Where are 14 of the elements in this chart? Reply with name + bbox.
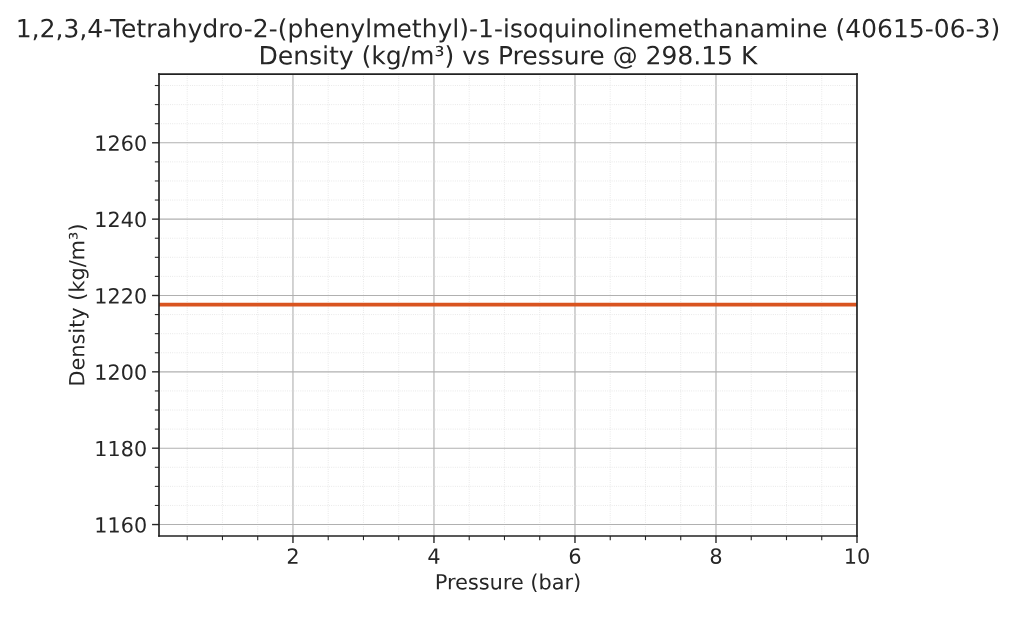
x-tick-label: 2 <box>287 548 298 564</box>
y-tick-label: 1240 <box>96 211 146 228</box>
y-axis-title: Density (kg/m³) <box>68 225 89 385</box>
chart-title: 1,2,3,4-Tetrahydro-2-(phenylmethyl)-1-isoquinolinemethanamine (40615-06-3) Density (kg/m³) vs Pressure @ 298.15 K <box>18 18 999 70</box>
y-tick-label: 1200 <box>96 364 146 381</box>
y-tick-label: 1180 <box>96 440 146 457</box>
y-tick-label: 1160 <box>96 517 146 533</box>
x-axis-title: Pressure (bar) <box>436 573 580 593</box>
y-tick-label: 1220 <box>96 287 146 304</box>
x-tick-label: 4 <box>428 548 440 564</box>
x-tick-label: 8 <box>710 548 722 564</box>
x-tick-label: 6 <box>569 548 581 564</box>
x-tick-label: 10 <box>846 548 869 564</box>
y-tick-label: 1260 <box>96 135 146 151</box>
